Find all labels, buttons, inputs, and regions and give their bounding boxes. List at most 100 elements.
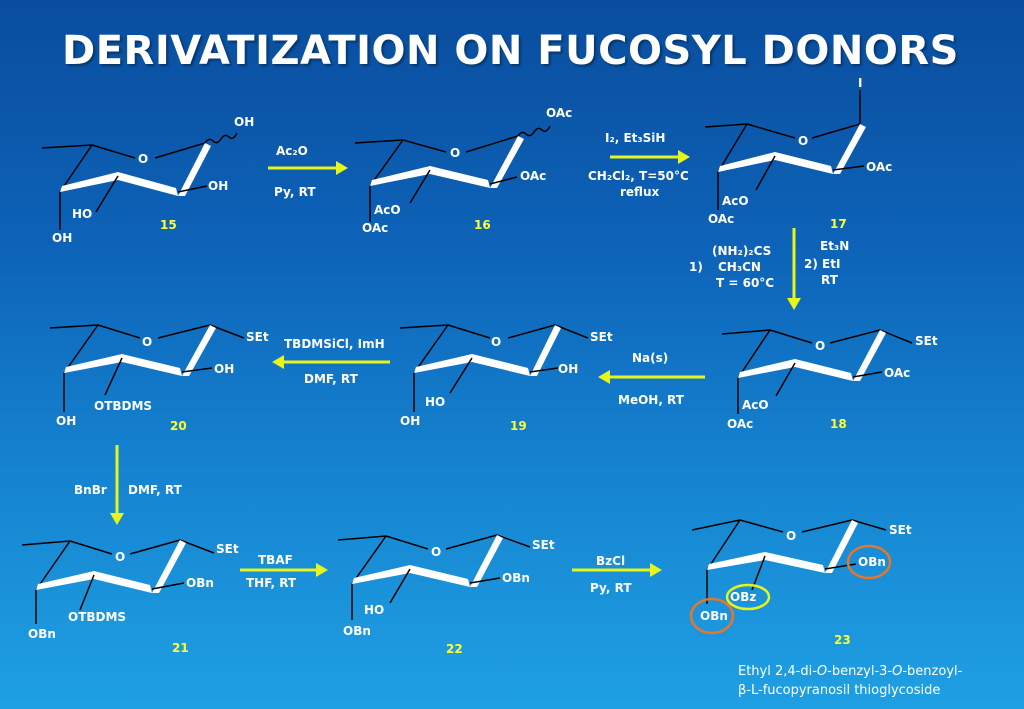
label-18-c4: OAc	[727, 417, 753, 431]
ring-oxygen-20: O	[142, 335, 152, 349]
compound-23: O SEt OBn OBz OBn 23	[689, 519, 912, 647]
reaction-arrow-benzoylation: BzCl Py, RT	[572, 554, 662, 595]
compound-number-18: 18	[830, 417, 847, 431]
reagent-bnbr: BnBr	[74, 483, 107, 497]
highlight-obz-c3	[725, 583, 771, 611]
label-16-c4: OAc	[362, 221, 388, 235]
label-15-anomeric: OH	[234, 115, 254, 129]
label-20-c2: OH	[214, 362, 234, 376]
condition-dmf-rt-2: DMF, RT	[128, 483, 183, 497]
label-17-anomeric: I	[858, 76, 862, 90]
ring-oxygen-22: O	[431, 545, 441, 559]
label-16-c3: AcO	[374, 203, 401, 217]
ring-oxygen-18: O	[815, 339, 825, 353]
ring-oxygen-16: O	[450, 146, 460, 160]
label-15-c3: HO	[72, 207, 92, 221]
label-17-c3: AcO	[722, 194, 749, 208]
label-19-anomeric: SEt	[590, 330, 613, 344]
product-caption: Ethyl 2,4-di-O-benzyl-3-O-benzoyl- β-L-f…	[738, 662, 1018, 700]
condition-py-rt: Py, RT	[274, 185, 316, 199]
ring-oxygen-15: O	[138, 152, 148, 166]
label-18-c2: OAc	[884, 366, 910, 380]
reagent-ac2o: Ac₂O	[276, 144, 308, 158]
caption-part: -benzoyl-	[902, 664, 963, 679]
compound-number-23: 23	[834, 633, 851, 647]
page-title: DERIVATIZATION ON FUCOSYL DONORS	[62, 28, 959, 74]
label-19-c3: HO	[425, 395, 445, 409]
reaction-arrow-iodination: I₂, Et₃SiH CH₂Cl₂, T=50°C reflux	[588, 131, 690, 199]
caption-part: -benzyl-3-	[827, 664, 893, 679]
compound-22: O SEt OBn HO OBn 22	[337, 534, 555, 656]
condition-meoh-rt: MeOH, RT	[618, 393, 685, 407]
ring-oxygen-19: O	[491, 335, 501, 349]
highlight-obn-c2	[846, 544, 892, 580]
label-22-anomeric: SEt	[532, 538, 555, 552]
reaction-arrow-acetylation: Ac₂O Py, RT	[268, 144, 348, 199]
label-21-c2: OBn	[186, 576, 214, 590]
label-20-c4: OH	[56, 414, 76, 428]
compound-number-15: 15	[160, 218, 177, 232]
condition-thf-rt: THF, RT	[246, 576, 297, 590]
condition-reflux: reflux	[620, 185, 659, 199]
reagent-tbdmsicl: TBDMSiCl, ImH	[284, 337, 385, 351]
label-22-c3: HO	[364, 603, 384, 617]
ring-oxygen-17: O	[798, 134, 808, 148]
compound-21: O SEt OBn OTBDMS OBn 21	[21, 539, 239, 655]
caption-part: Ethyl 2,4-di-	[738, 664, 817, 679]
reagent-thiourea: (NH₂)₂CS	[712, 244, 771, 258]
step-number-1: 1)	[689, 260, 703, 274]
label-22-c4: OBn	[343, 624, 371, 638]
caption-italic-o: O	[816, 664, 828, 679]
label-16-c2: OAc	[520, 169, 546, 183]
reaction-arrow-thioglycosylation: (NH₂)₂CS 1) CH₃CN T = 60°C Et₃N 2) EtI R…	[689, 228, 849, 310]
compound-number-22: 22	[446, 642, 463, 656]
caption-italic-o: O	[892, 664, 903, 679]
condition-rt: RT	[821, 273, 839, 287]
highlight-obn-c4	[689, 597, 735, 635]
compound-number-16: 16	[474, 218, 491, 232]
label-19-c4: OH	[400, 414, 420, 428]
label-22-c2: OBn	[502, 571, 530, 585]
label-17-c2: OAc	[866, 160, 892, 174]
compound-number-17: 17	[830, 217, 847, 231]
label-15-c2: OH	[208, 179, 228, 193]
label-20-anomeric: SEt	[246, 330, 269, 344]
caption-line-2: β-L-fucopyranosil thioglycoside	[738, 683, 941, 698]
condition-py-rt-2: Py, RT	[590, 581, 632, 595]
reaction-arrow-silylation: TBDMSiCl, ImH DMF, RT	[272, 337, 390, 386]
compound-17: O I OAc AcO OAc 17	[704, 76, 892, 231]
compound-19: O SEt OH HO OH 19	[399, 324, 613, 433]
reaction-arrow-benzylation: BnBr DMF, RT	[74, 445, 183, 525]
compound-number-20: 20	[170, 419, 187, 433]
label-15-c4: OH	[52, 231, 72, 245]
compound-16: O OAc OAc AcO OAc 16	[354, 106, 572, 235]
reagent-na: Na(s)	[632, 351, 668, 365]
condition-ch2cl2: CH₂Cl₂, T=50°C	[588, 169, 689, 183]
compound-18: O SEt OAc AcO OAc 18	[721, 329, 938, 431]
label-21-c4: OBn	[28, 627, 56, 641]
reaction-arrow-desilylation: TBAF THF, RT	[240, 553, 328, 590]
label-21-anomeric: SEt	[216, 542, 239, 556]
reaction-arrow-deacetylation: Na(s) MeOH, RT	[598, 351, 705, 407]
compound-20: O SEt OH OTBDMS OH 20	[49, 324, 269, 433]
reagent-bzcl: BzCl	[596, 554, 625, 568]
label-17-c4: OAc	[708, 212, 734, 226]
reagent-et3n: Et₃N	[820, 239, 849, 253]
ring-oxygen-21: O	[115, 550, 125, 564]
label-16-anomeric: OAc	[546, 106, 572, 120]
label-23-c3: OBz	[730, 590, 756, 604]
label-21-c3: OTBDMS	[68, 610, 126, 624]
compound-number-21: 21	[172, 641, 189, 655]
label-23-c2: OBn	[858, 555, 886, 569]
label-19-c2: OH	[558, 362, 578, 376]
label-23-anomeric: SEt	[889, 523, 912, 537]
condition-ch3cn: CH₃CN	[718, 260, 761, 274]
label-23-c4: OBn	[700, 609, 728, 623]
label-18-anomeric: SEt	[915, 334, 938, 348]
compound-15: O OH OH HO OH 15	[41, 115, 254, 245]
ring-oxygen-23: O	[786, 529, 796, 543]
compound-number-19: 19	[510, 419, 527, 433]
reagent-tbaf: TBAF	[258, 553, 293, 567]
reagent-eti: 2) EtI	[804, 257, 840, 271]
